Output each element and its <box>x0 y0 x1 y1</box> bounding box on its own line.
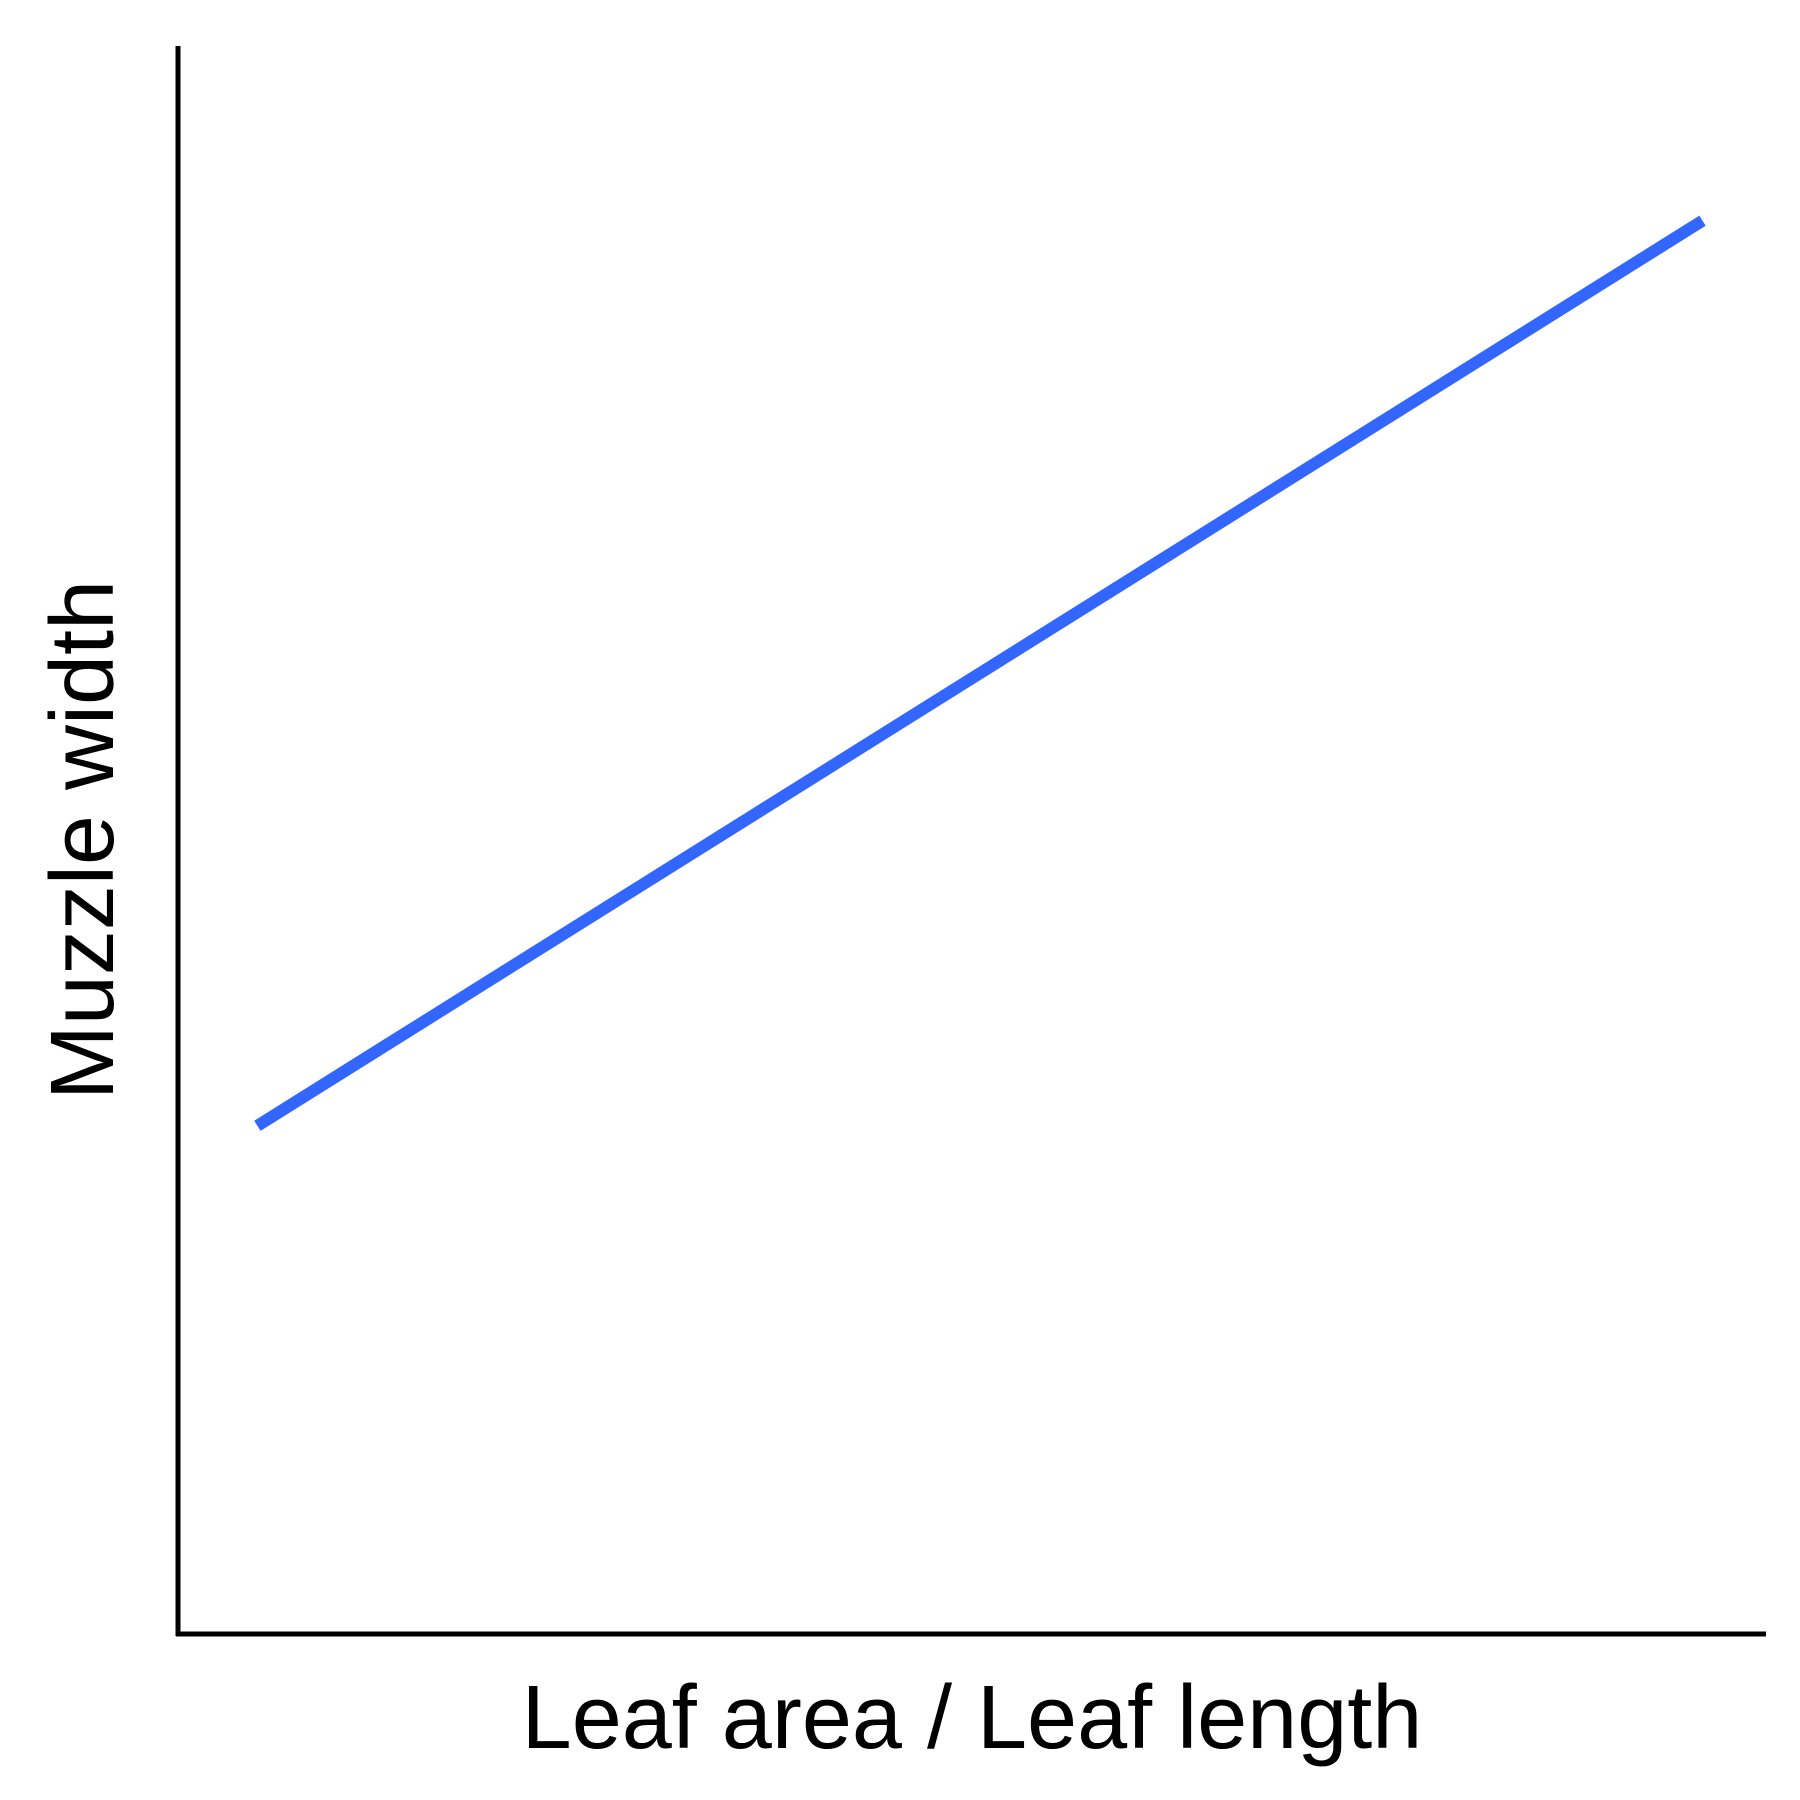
x-axis-label: Leaf area / Leaf length <box>522 1668 1423 1768</box>
series-layer <box>254 215 1706 1131</box>
series-line-1 <box>254 215 1706 1131</box>
y-axis-label: Muzzle width <box>33 580 133 1100</box>
